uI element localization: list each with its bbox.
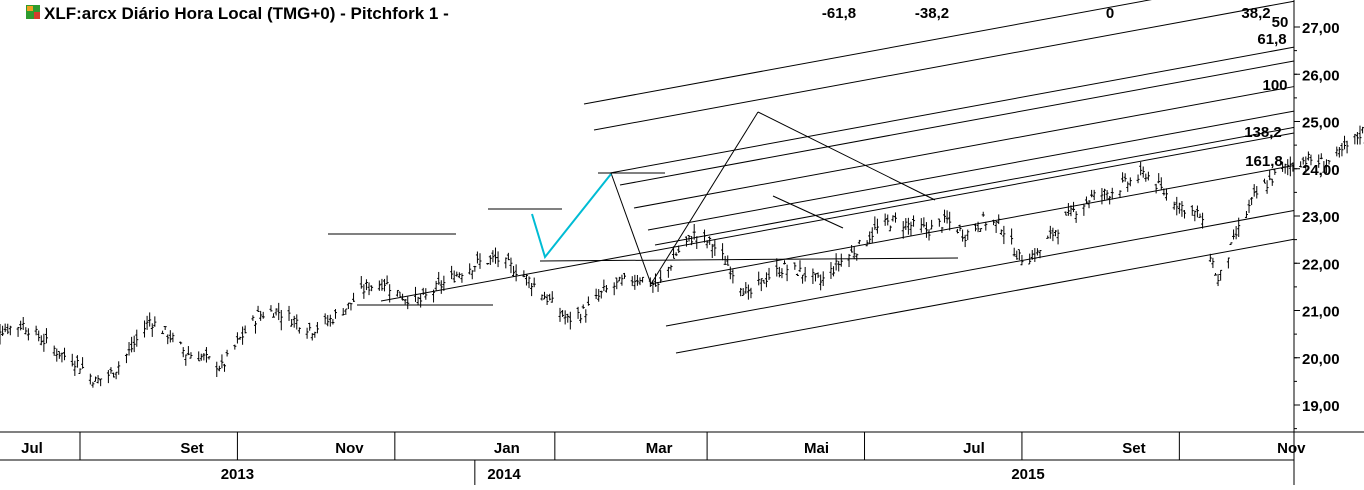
y-tick-label: 21,00 [1302, 304, 1340, 321]
year-label: 2015 [1011, 466, 1044, 483]
month-label: Jul [963, 440, 985, 457]
pitchfork-level-label: 161,8 [1245, 153, 1283, 170]
pitchfork-level-label: 138,2 [1244, 124, 1282, 141]
y-tick-label: 20,00 [1302, 351, 1340, 368]
y-tick-label: 24,00 [1302, 162, 1340, 179]
pitchfork-level-label: 100 [1262, 77, 1287, 94]
pitchfork-level-label: 38,2 [1241, 5, 1270, 22]
month-label: Set [1122, 440, 1145, 457]
month-label: Mai [804, 440, 829, 457]
month-label: Jan [494, 440, 520, 457]
chart-title: XLF:arcx Diário Hora Local (TMG+0) - Pit… [44, 4, 449, 23]
y-tick-label: 25,00 [1302, 115, 1340, 132]
pitchfork-level-label: -38,2 [915, 5, 949, 22]
month-label: Set [180, 440, 203, 457]
month-label: Jul [21, 440, 43, 457]
pitchfork-level-label: 50 [1272, 14, 1289, 31]
y-tick-label: 26,00 [1302, 67, 1340, 84]
month-label: Nov [335, 440, 364, 457]
month-label: Mar [646, 440, 673, 457]
icon-corner [34, 12, 40, 19]
y-tick-label: 22,00 [1302, 256, 1340, 273]
y-tick-label: 27,00 [1302, 20, 1340, 37]
icon-top [27, 6, 33, 11]
month-label: Nov [1277, 440, 1306, 457]
year-label: 2014 [487, 466, 521, 483]
pitchfork-level-label: 61,8 [1257, 31, 1286, 48]
app-icon [26, 5, 40, 19]
pitchfork-level-label: -61,8 [822, 5, 856, 22]
y-tick-label: 19,00 [1302, 398, 1340, 415]
pitchfork-level-label: 0 [1106, 5, 1114, 22]
year-label: 2013 [221, 466, 254, 483]
y-tick-label: 23,00 [1302, 209, 1340, 226]
